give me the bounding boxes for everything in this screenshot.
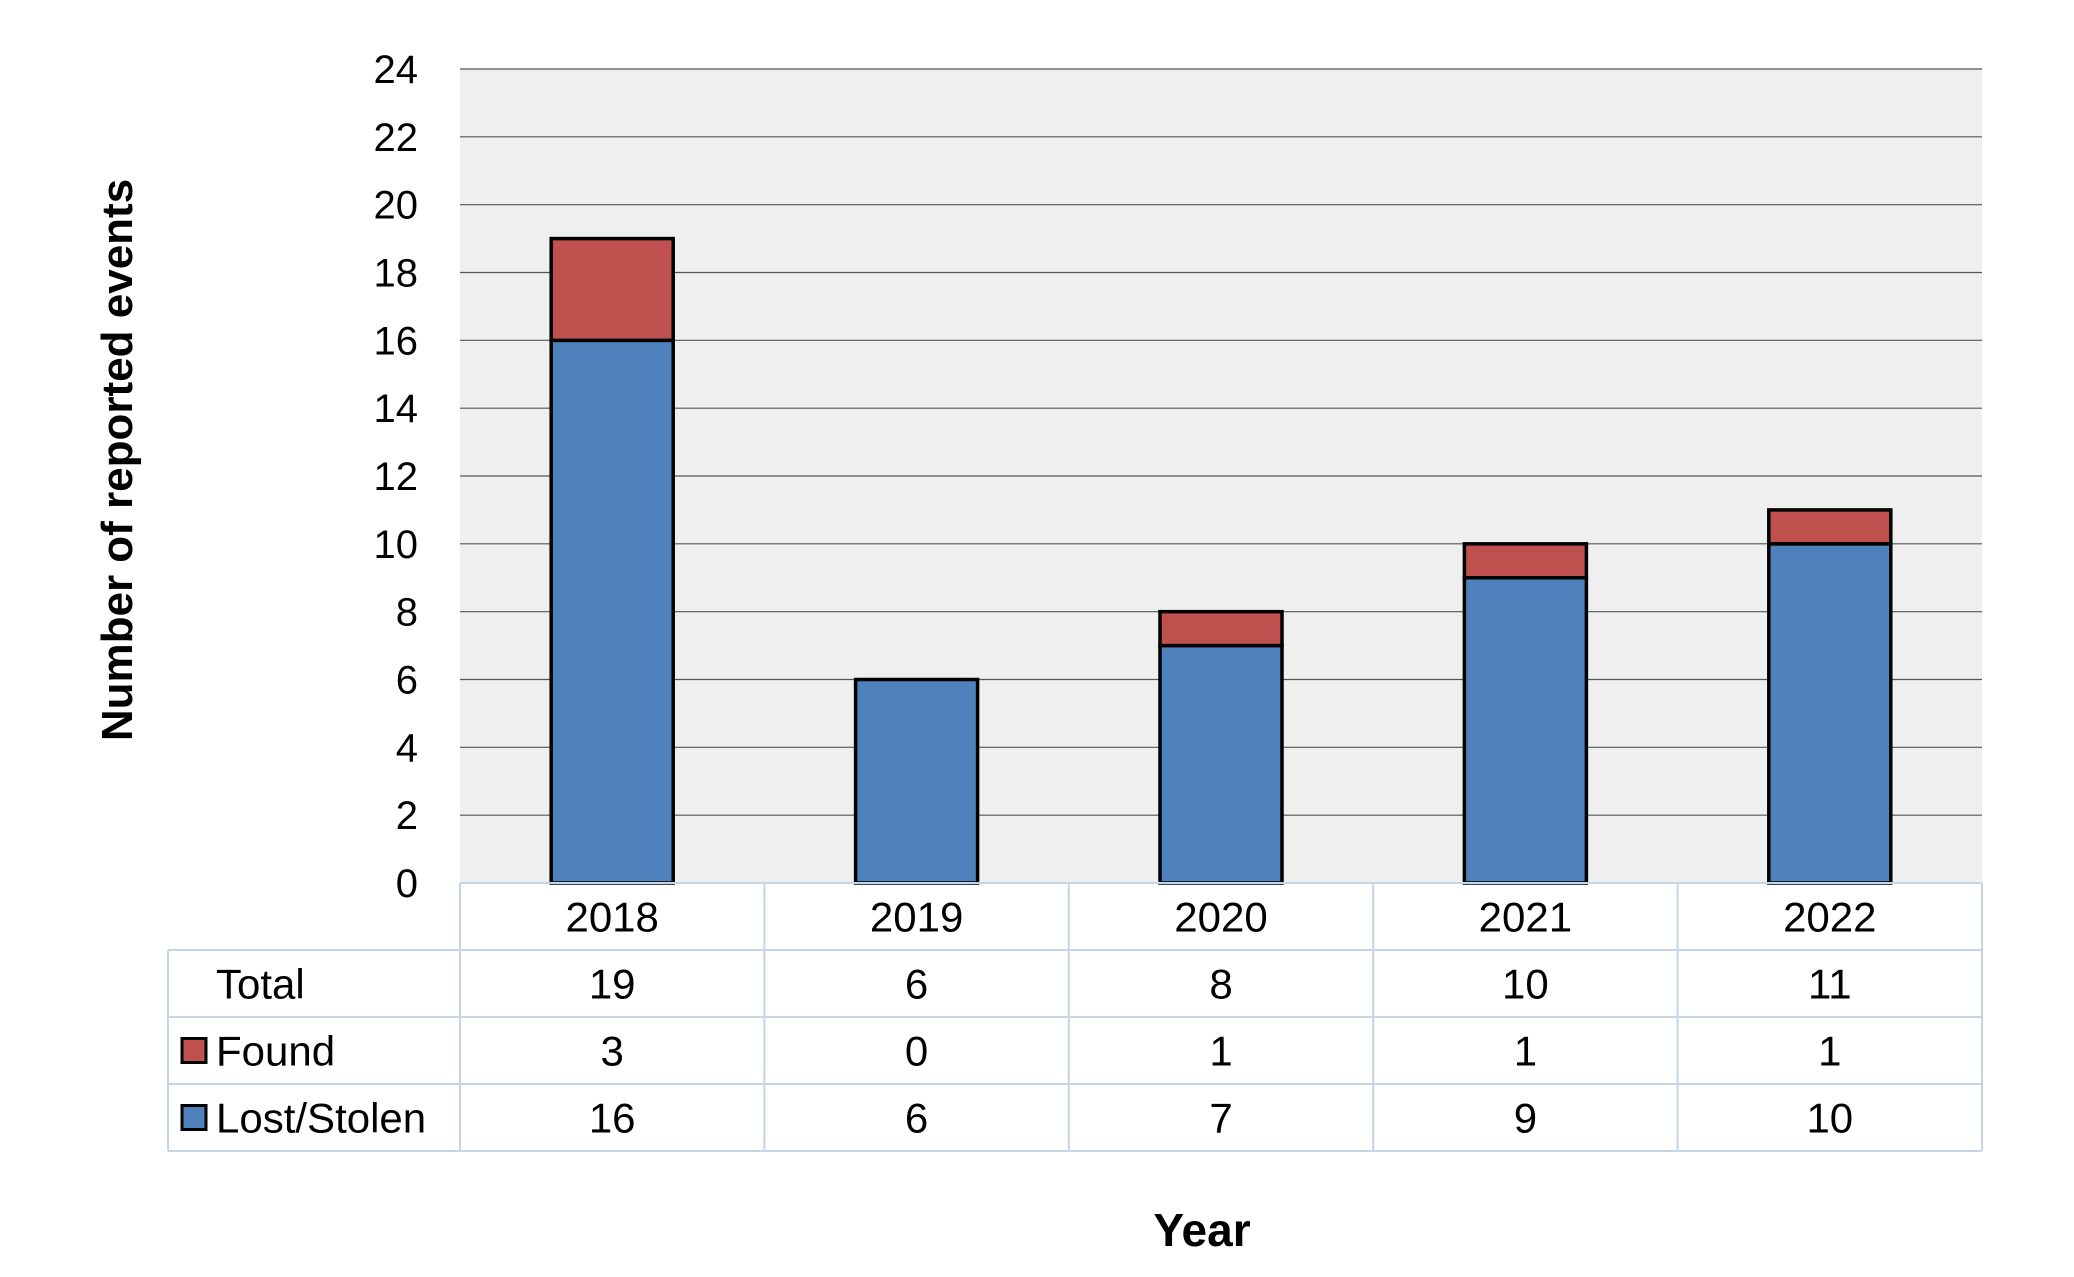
table-cell-value: 10	[1806, 1095, 1853, 1142]
y-tick-label: 4	[396, 726, 418, 770]
legend-key	[180, 1037, 208, 1064]
y-tick-label: 16	[374, 319, 419, 363]
bar-segment	[1462, 542, 1589, 580]
bar-segment	[549, 236, 675, 343]
x-category-label: 2020	[1174, 894, 1267, 941]
table-cell-value: 7	[1209, 1095, 1232, 1142]
y-tick-label: 14	[374, 387, 419, 431]
y-tick-label: 2	[396, 794, 418, 838]
table-row-label: Lost/Stolen	[216, 1095, 426, 1142]
legend-key	[180, 1104, 208, 1131]
table-cell-value: 10	[1502, 961, 1549, 1008]
table-cell-value: 1	[1209, 1028, 1232, 1075]
y-tick-label: 18	[374, 252, 419, 296]
x-axis-label: Year	[1153, 1204, 1250, 1256]
table-cell-value: 11	[1808, 961, 1852, 1008]
x-category-label: 2022	[1783, 894, 1876, 941]
bar-segment	[1158, 609, 1284, 648]
table-cell-value: 0	[905, 1028, 928, 1075]
bar-segment	[549, 338, 675, 885]
table-cell-value: 6	[905, 1095, 928, 1142]
y-tick-label: 6	[396, 659, 418, 703]
bar-segment	[1767, 508, 1893, 546]
y-tick-label: 10	[374, 523, 419, 567]
table-cell-value: 3	[601, 1028, 624, 1075]
table-cell-value: 8	[1209, 961, 1232, 1008]
table-cell-value: 19	[589, 961, 636, 1008]
y-axis-label: Number of reported events	[93, 179, 142, 741]
y-tick-label: 24	[374, 48, 419, 92]
x-category-label: 2018	[565, 894, 658, 941]
y-tick-label: 0	[396, 862, 418, 906]
table-cell-value: 1	[1818, 1028, 1841, 1075]
bar-segment	[1158, 643, 1284, 885]
y-tick-label: 8	[396, 591, 418, 635]
x-category-label: 2019	[870, 894, 963, 941]
table-cell-value: 6	[905, 961, 928, 1008]
x-category-label: 2021	[1479, 894, 1572, 941]
y-tick-label: 20	[374, 184, 419, 228]
table-row-label: Found	[216, 1028, 335, 1075]
y-tick-label: 22	[374, 116, 419, 160]
table-cell-value: 16	[589, 1095, 636, 1142]
bar-segment	[1462, 576, 1589, 885]
table-row-label: Total	[216, 961, 305, 1008]
table-cell-value: 1	[1514, 1028, 1537, 1075]
table-cell-value: 9	[1514, 1095, 1537, 1142]
bar-segment	[853, 677, 980, 885]
bars	[549, 236, 1893, 885]
y-tick-label: 12	[374, 455, 419, 499]
bar-segment	[1767, 542, 1893, 885]
